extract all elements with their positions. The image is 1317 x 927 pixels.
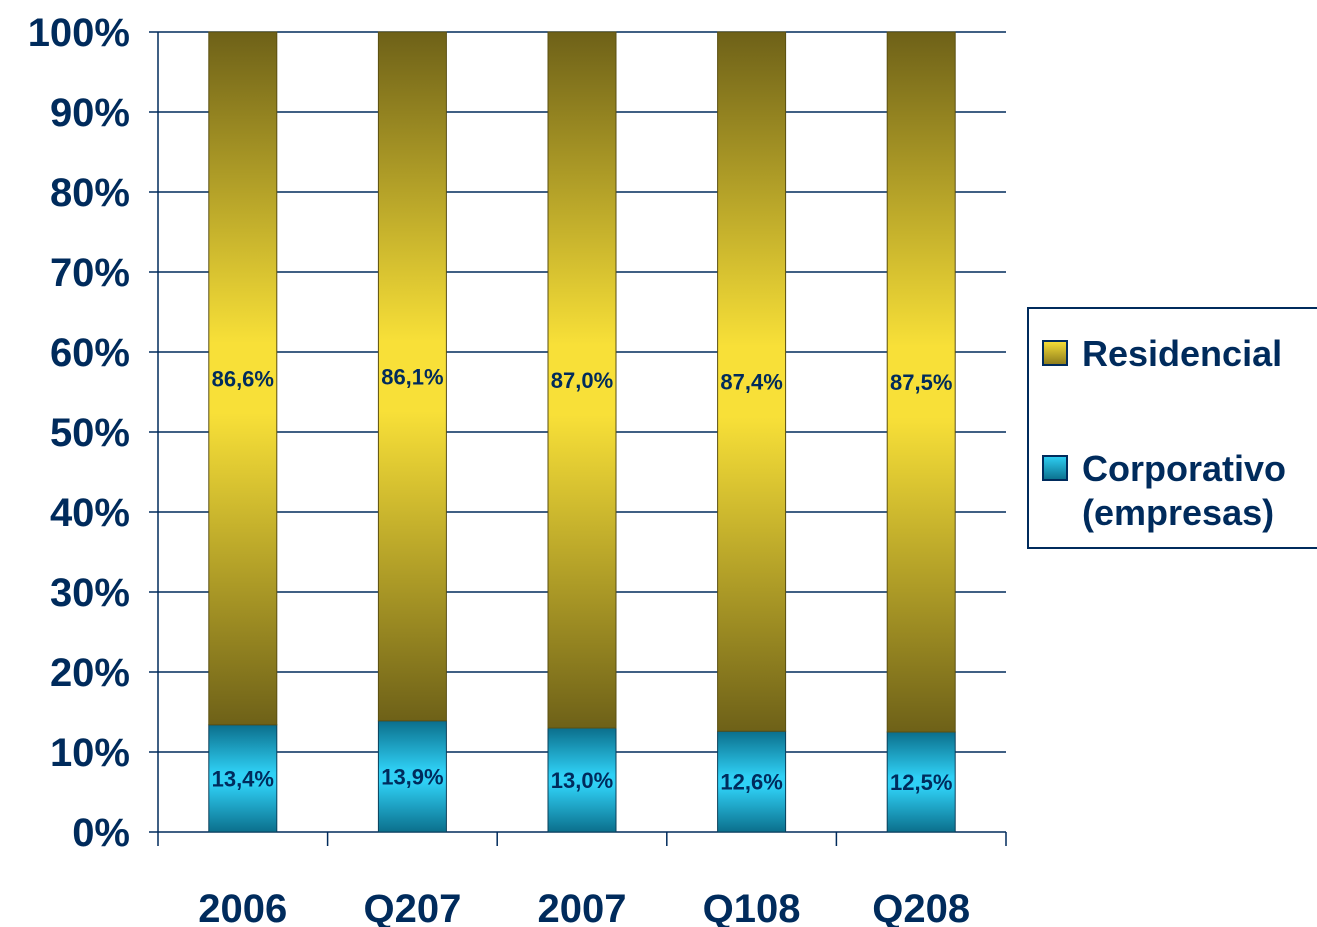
- y-tick-label: 50%: [50, 411, 130, 455]
- y-tick-label: 100%: [28, 11, 130, 55]
- legend-swatch: [1042, 340, 1068, 366]
- x-tick-label: Q108: [703, 887, 801, 927]
- y-tick-label: 80%: [50, 171, 130, 215]
- bar-residencial: [377, 31, 447, 722]
- legend-label: (empresas): [1082, 492, 1274, 533]
- data-label-corporativo: 13,4%: [212, 766, 274, 791]
- x-tick-label: 2007: [538, 887, 627, 927]
- data-label-residencial: 86,1%: [381, 364, 443, 389]
- y-tick-label: 60%: [50, 331, 130, 375]
- y-tick-label: 40%: [50, 491, 130, 535]
- data-label-corporativo: 12,5%: [890, 770, 952, 795]
- bar-residencial: [208, 31, 278, 726]
- data-label-corporativo: 13,9%: [381, 764, 443, 789]
- bar-residencial: [886, 31, 956, 733]
- legend-box: [1027, 307, 1317, 549]
- y-tick-label: 30%: [50, 571, 130, 615]
- y-tick-label: 20%: [50, 651, 130, 695]
- y-tick-label: 90%: [50, 91, 130, 135]
- bar-residencial: [547, 31, 617, 729]
- axes: 0% 10% 20% 30% 40% 50% 60% 70% 80% 90% 100% 2006 Q20…: [28, 11, 1007, 927]
- legend: Residencial Corporativo(empresas): [1027, 307, 1317, 549]
- x-tick-label: 2006: [198, 887, 287, 927]
- bar-corporativo: [547, 727, 617, 833]
- y-tick-label: 10%: [50, 731, 130, 775]
- data-label-residencial: 87,4%: [720, 370, 782, 395]
- y-tick-label: 0%: [72, 811, 130, 855]
- bar-corporativo: [377, 720, 447, 833]
- bar-corporativo: [717, 730, 787, 833]
- data-label-corporativo: 13,0%: [551, 768, 613, 793]
- bar-corporativo: [886, 731, 956, 833]
- x-tick-label: Q208: [872, 887, 970, 927]
- data-label-residencial: 87,0%: [551, 368, 613, 393]
- bar-corporativo: [208, 724, 278, 833]
- y-tick-label: 70%: [50, 251, 130, 295]
- bar-residencial: [717, 31, 787, 732]
- bars: [208, 31, 956, 833]
- data-labels: 13,4% 86,6% 13,9% 86,1% 13,0% 87,0% 12,6% 87,4%…: [212, 364, 953, 795]
- legend-label: Corporativo: [1082, 448, 1286, 489]
- legend-swatch: [1042, 455, 1068, 481]
- data-label-residencial: 87,5%: [890, 370, 952, 395]
- data-label-residencial: 86,6%: [212, 366, 274, 391]
- data-label-corporativo: 12,6%: [720, 770, 782, 795]
- x-tick-label: Q207: [363, 887, 461, 927]
- legend-label: Residencial: [1082, 333, 1282, 374]
